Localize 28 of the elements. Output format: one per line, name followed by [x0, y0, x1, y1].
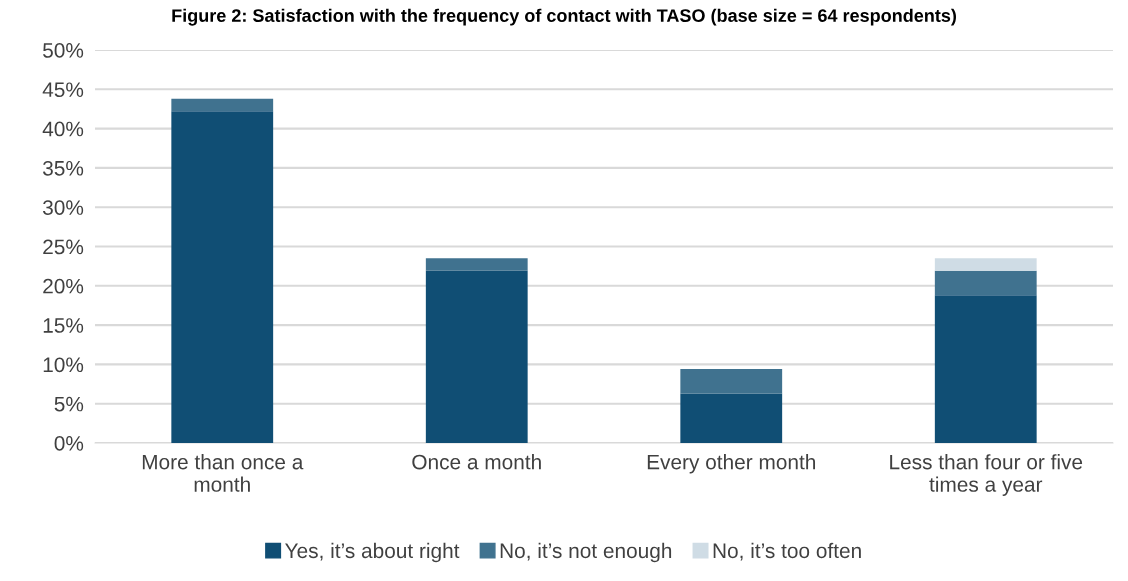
y-tick-label: 10% [43, 357, 84, 373]
bar [934, 270, 1037, 296]
bar [171, 98, 274, 112]
x-tick-label: Once a month [412, 454, 541, 470]
y-tick-label: 35% [42, 160, 84, 176]
bar [680, 369, 783, 394]
y-tick-label: 45% [42, 82, 84, 98]
y-tick-label: 50% [43, 43, 84, 58]
x-tick-label: More than once a month [142, 454, 304, 492]
y-tick-label: 20% [43, 278, 84, 294]
y-tick-label: 40% [42, 121, 84, 137]
bar [425, 270, 528, 443]
y-tick-label: 30% [42, 200, 84, 215]
y-tick-label: 25% [43, 239, 84, 255]
y-tick-label: 0% [54, 436, 84, 451]
legend-label: Yes, it’s about right [285, 542, 460, 563]
legend-label: No, it’s too often [713, 542, 861, 561]
legend-label: No, it’s not enough [500, 542, 672, 563]
x-tick-label: Every other month [647, 454, 816, 474]
bar [680, 393, 783, 443]
y-tick-label: 5% [54, 396, 84, 412]
x-tick-label: Less than four or five times a year [890, 454, 1083, 496]
bar [934, 295, 1037, 443]
bar [934, 258, 1037, 271]
bar [425, 258, 528, 271]
y-tick-label: 15% [43, 318, 84, 333]
bar [171, 111, 274, 443]
chart-title: Figure 2: Satisfaction with the frequency of contact with TASO (base size = 64 respondents) [172, 8, 956, 26]
